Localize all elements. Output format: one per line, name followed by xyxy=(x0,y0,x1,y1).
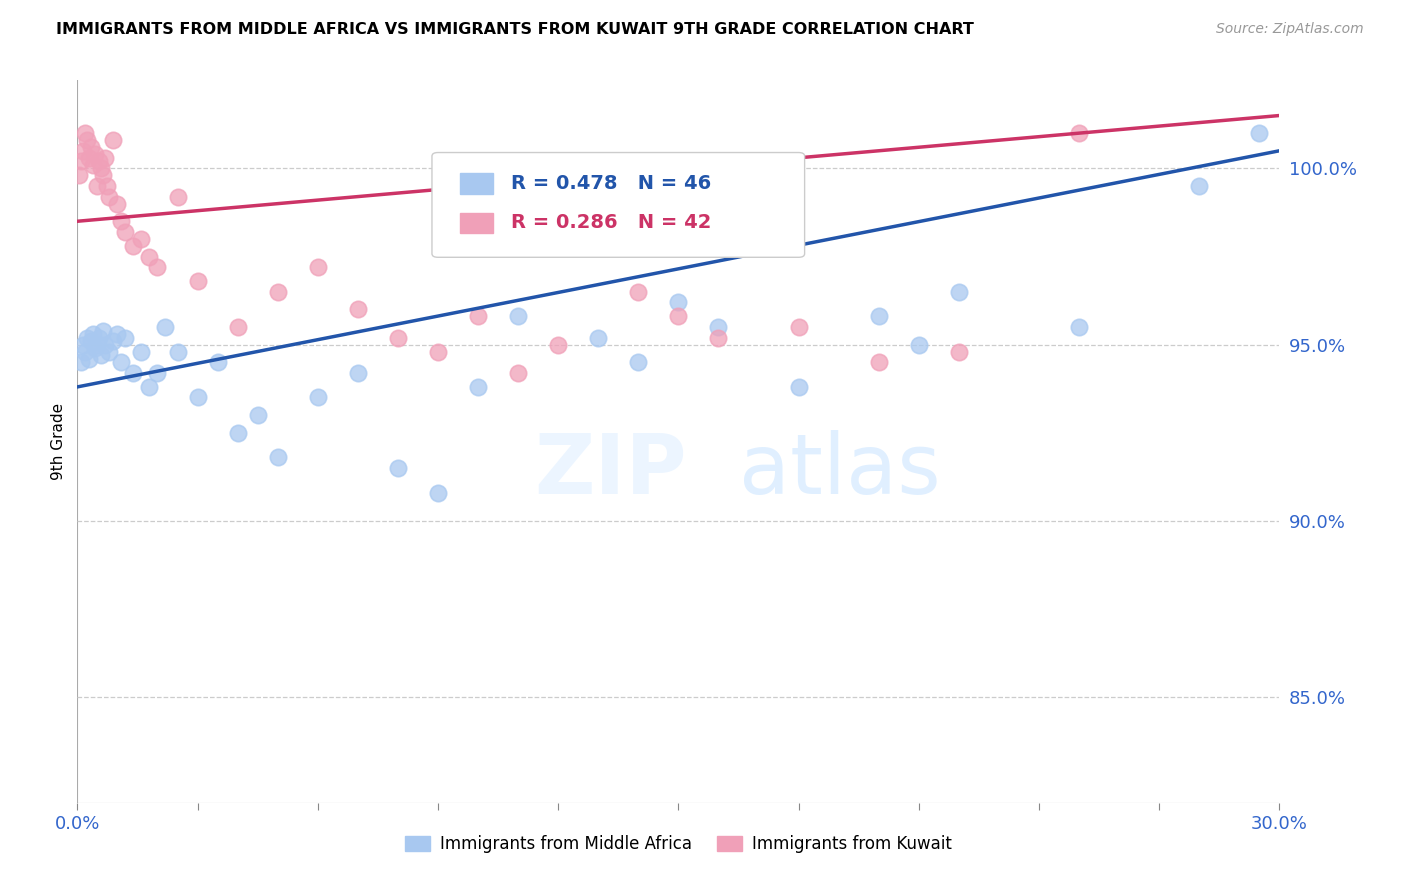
Point xyxy=(84,341,107,355)
Point xyxy=(155,320,177,334)
Point xyxy=(186,274,209,288)
Point xyxy=(467,310,489,324)
Point xyxy=(868,310,890,324)
Point xyxy=(103,334,125,348)
Point xyxy=(668,295,690,310)
Point xyxy=(226,320,249,334)
Point xyxy=(122,366,145,380)
Point xyxy=(246,408,269,422)
Point xyxy=(138,380,160,394)
Point xyxy=(93,324,115,338)
Point xyxy=(90,161,112,176)
Point xyxy=(84,147,107,161)
Point xyxy=(107,326,129,341)
Point xyxy=(307,391,329,405)
Point xyxy=(131,232,153,246)
Point xyxy=(226,425,249,440)
Text: IMMIGRANTS FROM MIDDLE AFRICA VS IMMIGRANTS FROM KUWAIT 9TH GRADE CORRELATION CH: IMMIGRANTS FROM MIDDLE AFRICA VS IMMIGRA… xyxy=(56,22,974,37)
Point xyxy=(668,310,690,324)
FancyBboxPatch shape xyxy=(460,212,494,233)
Point xyxy=(107,196,129,211)
Point xyxy=(467,380,489,394)
Point xyxy=(948,344,970,359)
Point xyxy=(114,225,136,239)
Point xyxy=(96,179,118,194)
Point xyxy=(707,320,730,334)
Point xyxy=(1188,179,1211,194)
Point xyxy=(86,179,108,194)
Point xyxy=(1069,126,1091,140)
Text: Source: ZipAtlas.com: Source: ZipAtlas.com xyxy=(1216,22,1364,37)
Point xyxy=(508,310,530,324)
Point xyxy=(166,344,188,359)
Point xyxy=(80,334,103,348)
Point xyxy=(70,355,93,369)
Point xyxy=(427,344,450,359)
Point xyxy=(72,144,94,158)
Point xyxy=(103,133,125,147)
Text: atlas: atlas xyxy=(738,430,941,511)
Point xyxy=(76,133,98,147)
Point xyxy=(547,337,569,351)
Point xyxy=(98,344,121,359)
Point xyxy=(76,330,98,344)
Point xyxy=(79,151,101,165)
Point xyxy=(70,154,93,169)
Point xyxy=(75,344,97,359)
Text: ZIP: ZIP xyxy=(534,430,686,511)
Point xyxy=(89,154,111,169)
Point xyxy=(146,366,169,380)
Point xyxy=(94,337,117,351)
Point xyxy=(122,239,145,253)
Point xyxy=(627,285,650,299)
Point xyxy=(267,285,290,299)
Point xyxy=(90,348,112,362)
Point xyxy=(186,391,209,405)
Point xyxy=(346,366,368,380)
Point xyxy=(1069,320,1091,334)
Point xyxy=(707,330,730,344)
Point xyxy=(82,326,104,341)
Point xyxy=(207,355,229,369)
Point xyxy=(908,337,931,351)
Text: R = 0.478   N = 46: R = 0.478 N = 46 xyxy=(512,174,711,193)
Y-axis label: 9th Grade: 9th Grade xyxy=(51,403,66,480)
Point xyxy=(307,260,329,274)
Point xyxy=(267,450,290,465)
Point xyxy=(427,485,450,500)
Point xyxy=(75,126,97,140)
Point xyxy=(588,330,610,344)
Point xyxy=(508,366,530,380)
Text: R = 0.286   N = 42: R = 0.286 N = 42 xyxy=(512,213,711,232)
Point xyxy=(346,302,368,317)
Point xyxy=(98,189,121,203)
Point xyxy=(948,285,970,299)
Point xyxy=(787,320,810,334)
Point xyxy=(89,330,111,344)
Point xyxy=(67,169,90,183)
Point xyxy=(94,151,117,165)
Point xyxy=(787,380,810,394)
Point xyxy=(110,214,132,228)
Legend: Immigrants from Middle Africa, Immigrants from Kuwait: Immigrants from Middle Africa, Immigrant… xyxy=(398,828,959,860)
Point xyxy=(72,337,94,351)
FancyBboxPatch shape xyxy=(432,153,804,257)
Point xyxy=(138,250,160,264)
Point xyxy=(93,169,115,183)
Point xyxy=(86,337,108,351)
FancyBboxPatch shape xyxy=(460,173,494,194)
Point xyxy=(131,344,153,359)
Point xyxy=(627,355,650,369)
Point xyxy=(79,351,101,366)
Point xyxy=(868,355,890,369)
Point xyxy=(166,189,188,203)
Point xyxy=(80,140,103,154)
Point xyxy=(387,330,409,344)
Point xyxy=(1249,126,1271,140)
Point xyxy=(387,461,409,475)
Point xyxy=(114,330,136,344)
Point xyxy=(146,260,169,274)
Point xyxy=(110,355,132,369)
Point xyxy=(82,158,104,172)
